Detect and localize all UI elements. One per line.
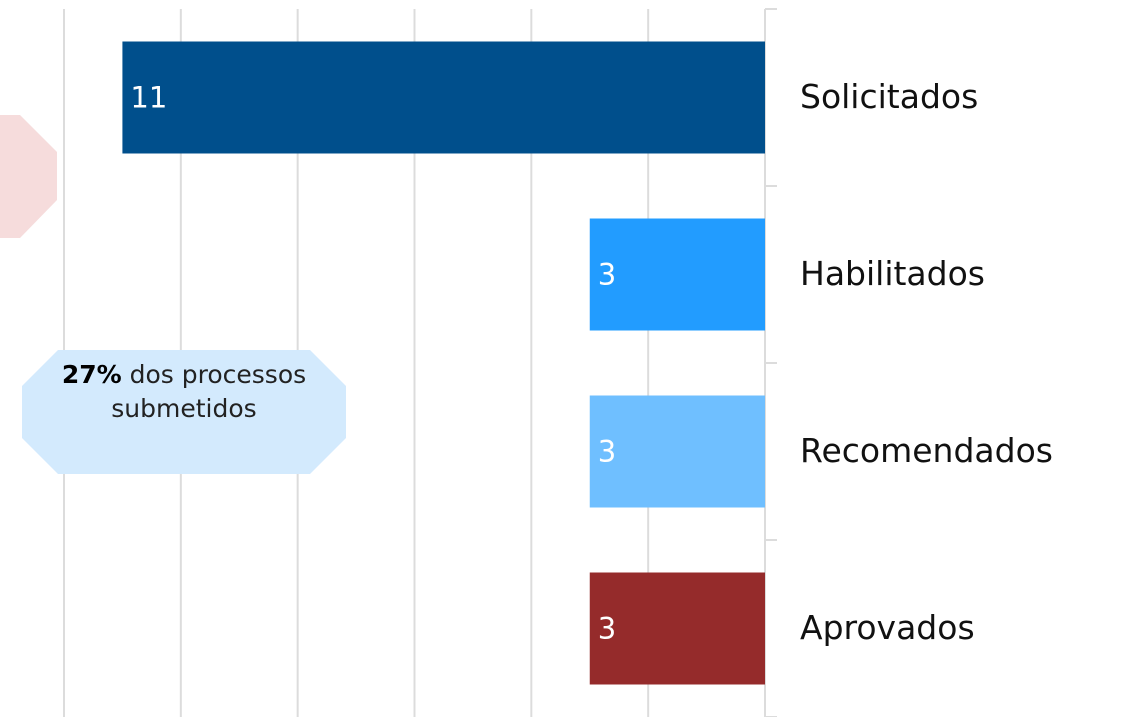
callout-value: 27% [61,360,122,389]
bar [589,395,765,508]
category-label: Aprovados [800,608,975,647]
decoration [0,115,57,238]
category-label: Habilitados [800,254,985,293]
value-label: 3 [598,435,616,469]
value-label: 11 [130,81,167,115]
callout-shape [22,350,346,474]
category-label: Recomendados [800,431,1053,470]
marks: 11 Solicitados 3 Habilitados 3 Recomendados 3 A… [122,41,1053,685]
callout: 27% dos processos submetidos [60,358,308,426]
category-label: Solicitados [800,77,978,116]
callout-text: dos processos submetidos [111,360,307,423]
value-label: 3 [598,258,616,292]
value-label: 3 [598,612,616,646]
bar [589,218,765,331]
bar [589,572,765,685]
bar [122,41,765,154]
